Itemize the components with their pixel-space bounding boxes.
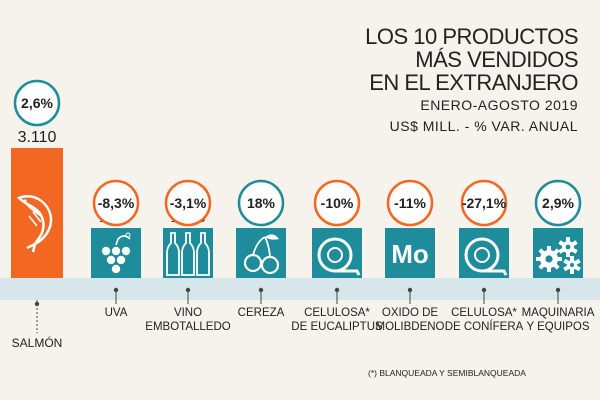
category-label-3-0: CEREZA <box>238 307 285 319</box>
molybdenum-icon: Mo <box>391 239 429 269</box>
category-label-5-1: MOLIBDENO <box>375 321 444 333</box>
bar-5 <box>385 228 435 278</box>
pct-label-4: -10% <box>321 195 354 211</box>
title-line-3: EN EL EXTRANJERO <box>369 70 578 95</box>
wine-bottles-icon <box>166 232 210 276</box>
bar-3 <box>236 228 286 278</box>
leader-dot-4 <box>334 287 340 293</box>
baseline-band <box>0 278 600 300</box>
category-label-4-1: DE EUCALIPTUS <box>291 321 383 333</box>
grapes-icon <box>101 232 131 274</box>
category-label-7-0: MAQUINARIA <box>522 307 595 319</box>
pct-label-3: 18% <box>247 195 276 211</box>
pct-ring-7 <box>534 179 582 227</box>
pct-ring-3 <box>237 179 285 227</box>
leader-dot-0 <box>34 301 40 307</box>
category-label-0-0: SALMÓN <box>12 335 63 350</box>
footnote: (*) BLANQUEADA Y SEMIBLANQUEADA <box>368 368 526 378</box>
leader-dot-6 <box>481 287 487 293</box>
category-label-4-0: CELULOSA* <box>304 307 370 319</box>
category-label-1-0: UVA <box>105 307 128 319</box>
title-line-2: MÁS VENDIDOS <box>415 47 578 72</box>
leader-dot-5 <box>407 287 413 293</box>
leader-dot-2 <box>185 287 191 293</box>
category-label-6-1: DE CONÍFERA <box>445 320 524 333</box>
value-label-0: 3.110 <box>18 129 57 146</box>
pct-ring-5 <box>386 179 434 227</box>
title-line-1: LOS 10 PRODUCTOS <box>365 24 578 49</box>
pct-label-1: -8,3% <box>98 195 135 211</box>
leader-dot-3 <box>258 287 264 293</box>
molybdenum-symbol: Mo <box>391 239 429 269</box>
leader-dot-1 <box>113 287 119 293</box>
pct-label-6: -27,1% <box>462 195 507 211</box>
pct-ring-0 <box>13 79 61 127</box>
pct-label-0: 2,6% <box>21 95 53 111</box>
pct-label-7: 2,9% <box>542 195 574 211</box>
category-label-7-1: Y EQUIPOS <box>526 321 589 333</box>
pulp-roll-icon <box>464 237 508 276</box>
category-label-2-0: VINO <box>174 307 202 319</box>
category-label-6-0: CELULOSA* <box>451 307 517 319</box>
pct-ring-2 <box>164 179 212 227</box>
category-label-2-1: EMBOTALLEDO <box>145 321 230 333</box>
leader-dot-7 <box>555 287 561 293</box>
gears-icon <box>536 237 581 274</box>
category-label-5-0: OXIDO DE <box>382 307 439 319</box>
pct-ring-4 <box>313 179 361 227</box>
cherries-icon <box>243 234 280 275</box>
pulp-roll-icon <box>317 237 361 276</box>
title-period: ENERO-AGOSTO 2019 <box>420 97 578 113</box>
pct-label-5: -11% <box>394 195 426 211</box>
pct-ring-6 <box>460 179 508 227</box>
salmon-icon <box>16 195 53 253</box>
pct-label-2: -3,1% <box>170 195 207 211</box>
pct-ring-1 <box>92 179 140 227</box>
title-units: US$ MILL. - % VAR. ANUAL <box>389 118 578 134</box>
